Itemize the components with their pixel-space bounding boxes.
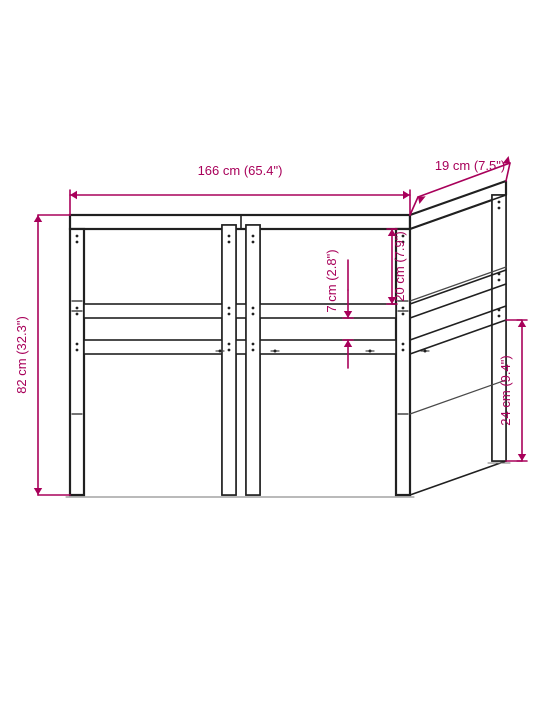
- furniture-dimension-diagram: [0, 0, 540, 720]
